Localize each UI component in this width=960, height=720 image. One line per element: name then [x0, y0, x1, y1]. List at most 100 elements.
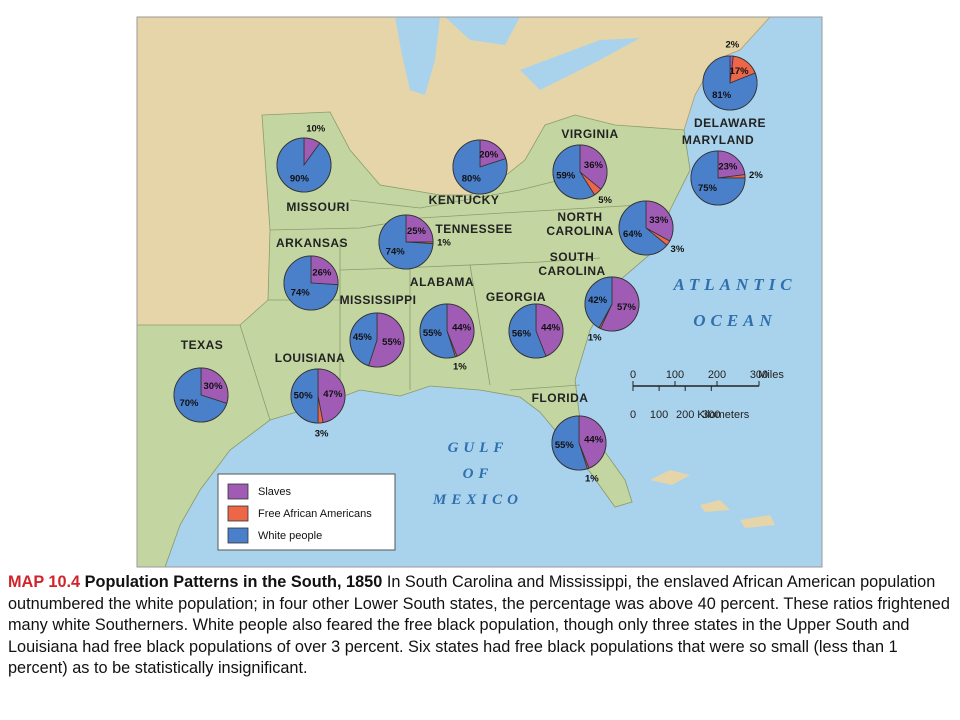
state-name: ALABAMA — [410, 275, 474, 289]
state-name: MARYLAND — [682, 133, 754, 147]
state-name: SOUTH — [550, 250, 595, 264]
legend-swatch — [227, 527, 249, 544]
pie-slice — [446, 303, 475, 357]
lake — [395, 17, 440, 95]
pie-label: 45% — [353, 332, 373, 343]
pie-label: 5% — [598, 195, 612, 206]
state-borders — [239, 179, 641, 421]
pie-label: 3% — [671, 244, 685, 255]
pie-label: 30% — [204, 381, 224, 392]
scale-label: 200 — [676, 409, 694, 421]
pie-label: 55% — [423, 328, 443, 339]
pie-slice — [378, 214, 434, 270]
pie-slice — [551, 415, 588, 471]
pie-label: 47% — [323, 389, 343, 400]
pie-label: 17% — [730, 66, 750, 77]
pie-label: 42% — [588, 295, 608, 306]
caption-label: MAP 10.4 — [8, 573, 81, 591]
pie-slice — [276, 137, 332, 193]
state-name: CAROLINA — [546, 224, 613, 238]
legend-label: White people — [258, 530, 322, 542]
ocean-label: GULF — [448, 440, 509, 456]
scale-label: 0 — [630, 409, 636, 421]
pie-label: 59% — [556, 171, 576, 182]
state-name: LOUISIANA — [275, 351, 346, 365]
pie-label: 10% — [306, 123, 326, 134]
pie-label: 1% — [437, 238, 451, 249]
state-name: MISSISSIPPI — [340, 293, 417, 307]
state-name: FLORIDA — [532, 391, 589, 405]
pie-slice — [419, 303, 456, 359]
pie-slice — [579, 144, 608, 190]
legend-label: Free African Americans — [258, 508, 372, 520]
scale-unit: Miles — [758, 369, 784, 381]
pie-slice — [349, 312, 378, 367]
state-name: ARKANSAS — [276, 236, 348, 250]
state-name: GEORGIA — [486, 290, 546, 304]
pie-slice — [283, 255, 339, 311]
scale-label: 300 — [750, 369, 768, 381]
state-name: TENNESSEE — [435, 222, 512, 236]
pie-slice — [310, 255, 339, 286]
ocean-label: OCEAN — [693, 311, 777, 330]
ocean-label: ATLANTIC — [672, 275, 796, 294]
pie-label: 64% — [623, 229, 643, 240]
scale-label: 100 — [650, 409, 668, 421]
caption: MAP 10.4 Population Patterns in the Sout… — [8, 572, 954, 680]
state-name: KENTUCKY — [429, 193, 500, 207]
pie-slice — [618, 200, 668, 256]
legend-swatch — [227, 483, 249, 500]
pie-label: 81% — [712, 90, 732, 101]
pie-slice — [702, 55, 758, 111]
pie-label: 44% — [584, 435, 604, 446]
pie-label: 90% — [290, 174, 310, 185]
scale-unit: Kilometers — [697, 409, 749, 421]
pie-slice — [405, 214, 434, 243]
pie-label: 1% — [585, 473, 599, 484]
scale-label: 100 — [666, 369, 684, 381]
pie-label: 74% — [386, 247, 406, 258]
ocean-label: MEXICO — [432, 492, 523, 508]
pie-slice — [584, 276, 613, 329]
pie-label: 25% — [407, 226, 427, 237]
islands — [650, 470, 775, 528]
map-frame — [136, 16, 823, 568]
pie-slice — [717, 150, 746, 179]
pie-slice — [578, 415, 607, 469]
legend: Slaves Free African Americans White people — [217, 473, 396, 551]
pie-slice — [535, 303, 564, 357]
pie-label: 55% — [555, 440, 575, 451]
pie-label: 23% — [718, 161, 738, 172]
pie-label: 55% — [382, 337, 402, 348]
pies — [173, 55, 758, 471]
pie-label: 75% — [698, 183, 718, 194]
lake — [520, 38, 640, 90]
pie-label: 70% — [179, 398, 199, 409]
lake — [445, 17, 520, 45]
pie-slice — [173, 367, 228, 423]
pie-slice — [690, 150, 746, 206]
scale-label: 300 — [702, 409, 720, 421]
labels: 10% 90% MISSOURI 20% 80% KENTUCKY 36% 5% 59% VIRG… — [179, 40, 796, 508]
pie-label: 57% — [617, 302, 637, 313]
state-name: CAROLINA — [538, 264, 605, 278]
pie-label: 36% — [584, 160, 604, 171]
pie-slice — [508, 303, 547, 359]
caption-title: Population Patterns in the South, 1850 — [84, 573, 383, 591]
pie-slice — [599, 276, 640, 332]
scale-label: 200 — [708, 369, 726, 381]
pie-label: 44% — [452, 323, 472, 334]
pie-slice — [552, 144, 596, 200]
pie-slice — [317, 368, 346, 423]
state-name: NORTH — [557, 210, 602, 224]
pie-label: 74% — [291, 288, 311, 299]
pie-label: 2% — [726, 40, 740, 51]
pie-label: 1% — [453, 361, 467, 372]
pie-slice — [452, 139, 508, 195]
pie-label: 33% — [649, 215, 669, 226]
ocean-label: OF — [463, 466, 494, 482]
legend-label: Slaves — [258, 486, 292, 498]
legend-swatch — [227, 505, 249, 522]
pie-label: 50% — [294, 391, 314, 402]
caption-text: In South Carolina and Mississippi, the e… — [8, 573, 950, 677]
